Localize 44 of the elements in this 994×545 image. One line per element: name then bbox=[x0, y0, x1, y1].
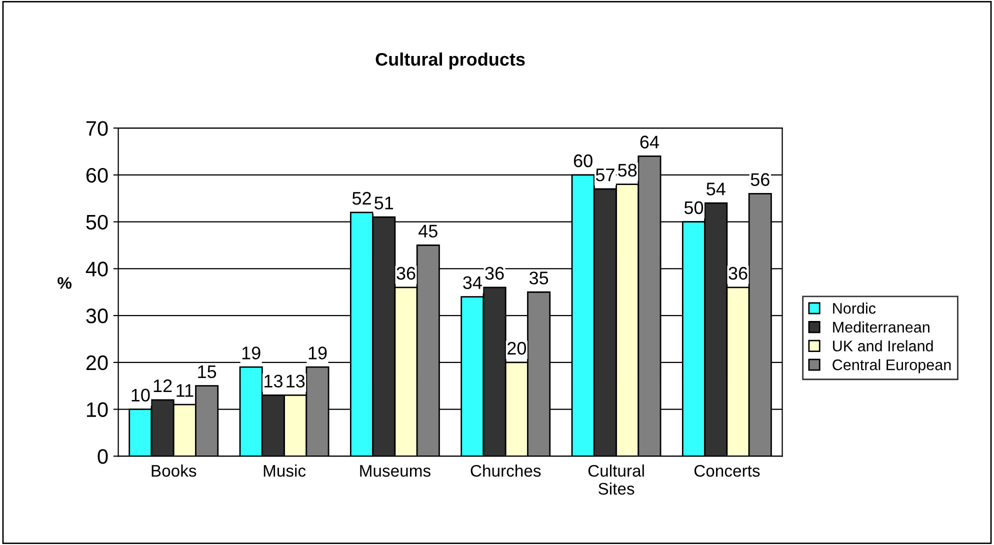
data-label: 50 bbox=[684, 201, 704, 214]
y-axis-title: % bbox=[58, 277, 72, 289]
legend-label: Mediterranean bbox=[833, 321, 930, 333]
data-label: 45 bbox=[418, 224, 438, 238]
x-tick-label: Museums bbox=[360, 465, 430, 477]
data-label: 36 bbox=[485, 266, 504, 280]
x-tick-label: Music bbox=[264, 464, 306, 477]
data-label: 52 bbox=[352, 192, 371, 205]
legend-label: Central European bbox=[832, 359, 951, 374]
x-tick-label: Concerts bbox=[694, 464, 760, 477]
y-tick-label: 70 bbox=[86, 121, 108, 136]
data-label: 57 bbox=[596, 168, 614, 182]
y-tick-label: 40 bbox=[86, 262, 108, 276]
data-label: 58 bbox=[618, 164, 637, 177]
data-label: 56 bbox=[750, 173, 770, 186]
y-tick-label: 10 bbox=[86, 402, 108, 418]
chart-title: Cultural products bbox=[376, 52, 525, 70]
y-tick-label: 60 bbox=[86, 168, 108, 183]
legend-label: UK and Ireland bbox=[833, 340, 933, 352]
data-label: 36 bbox=[396, 266, 416, 280]
data-label: 20 bbox=[508, 342, 526, 355]
data-label: 51 bbox=[374, 196, 394, 210]
y-tick-label: 50 bbox=[86, 214, 108, 230]
y-tick-label: 0 bbox=[98, 449, 108, 464]
data-label: 36 bbox=[728, 266, 748, 280]
data-label: 60 bbox=[574, 154, 592, 168]
data-label: 54 bbox=[706, 182, 726, 196]
x-tick-label: Books bbox=[152, 464, 196, 477]
x-tick-label: Cultural Sites bbox=[588, 464, 644, 495]
data-label: 13 bbox=[264, 374, 282, 388]
x-tick-label: Churches bbox=[470, 464, 541, 477]
data-label: 34 bbox=[463, 276, 482, 290]
data-label: 64 bbox=[640, 136, 659, 148]
data-label: 19 bbox=[242, 346, 260, 360]
data-label: 19 bbox=[308, 346, 327, 360]
data-label: 11 bbox=[176, 384, 194, 397]
data-label: 12 bbox=[154, 379, 172, 392]
y-tick-label: 30 bbox=[86, 308, 108, 324]
data-label: 10 bbox=[132, 388, 150, 402]
data-label: 13 bbox=[286, 374, 305, 388]
legend-label: Nordic bbox=[833, 302, 876, 314]
data-label: 15 bbox=[198, 366, 216, 378]
y-tick-label: 20 bbox=[86, 355, 108, 370]
data-label: 35 bbox=[529, 272, 548, 284]
